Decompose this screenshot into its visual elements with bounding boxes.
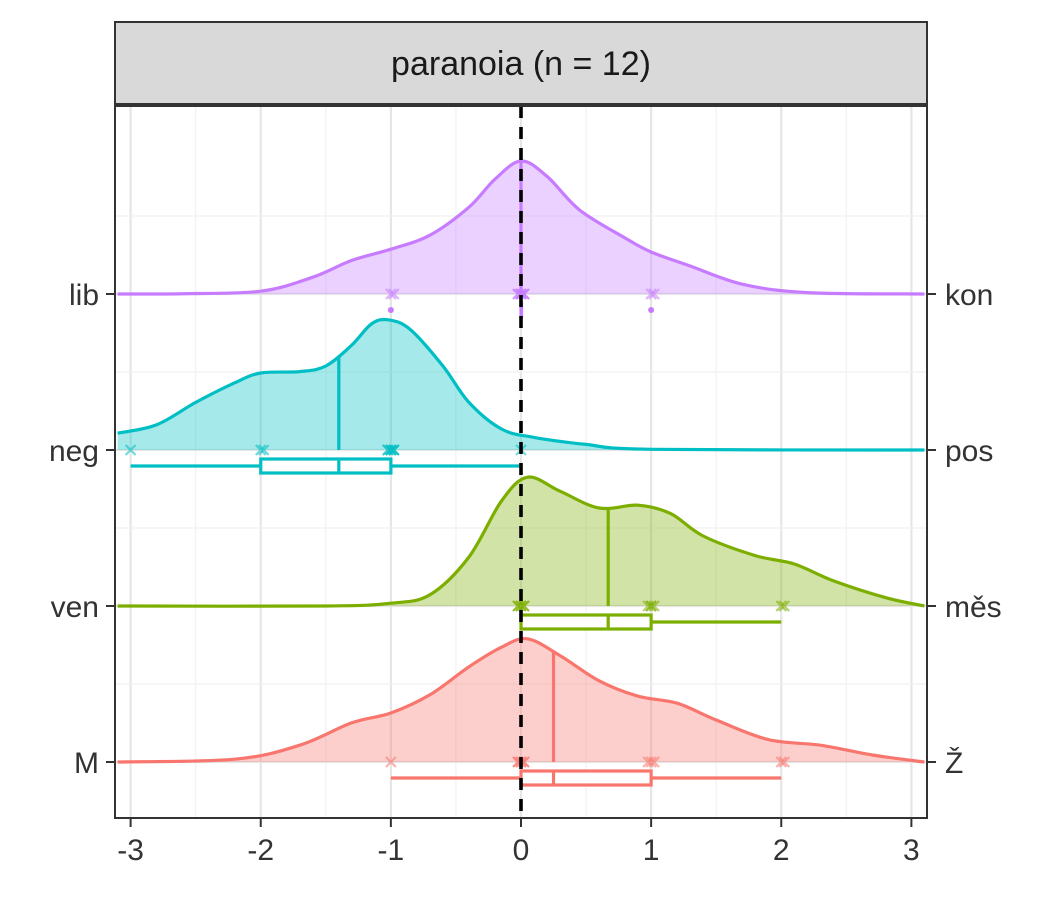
density-curve xyxy=(117,317,925,452)
density-area xyxy=(117,477,925,607)
data-point-marker xyxy=(645,600,657,612)
data-point-stroke xyxy=(515,288,527,300)
data-point-marker xyxy=(385,288,397,300)
data-point-stroke xyxy=(775,600,788,612)
density-curve xyxy=(117,475,925,608)
data-point-stroke xyxy=(775,756,788,768)
data-point-marker xyxy=(645,288,657,300)
data-point-marker xyxy=(512,600,524,612)
axis-layer: -3 -2 -1 0 1 2 3 lib kon neg pos ven měs M Ž xyxy=(49,279,1002,867)
data-point-stroke xyxy=(124,444,137,456)
x-tick-label: 1 xyxy=(643,834,660,867)
data-point-marker xyxy=(642,756,654,768)
boxplot xyxy=(130,457,521,475)
data-point-marker xyxy=(642,600,654,612)
box-iqr xyxy=(519,613,653,631)
y-tick-label-left: ven xyxy=(51,591,99,624)
outlier-point xyxy=(387,307,394,313)
data-point-marker xyxy=(775,600,788,612)
y-tick-label-right: kon xyxy=(945,279,993,312)
data-point-stroke xyxy=(642,600,654,612)
y-tick-label-left: M xyxy=(74,747,99,780)
data-point-marker xyxy=(388,444,400,456)
x-tick-label: 2 xyxy=(773,834,790,867)
data-point-stroke xyxy=(515,600,527,612)
data-point-marker xyxy=(645,756,657,768)
data-point-stroke xyxy=(388,444,400,456)
series-row-lib xyxy=(117,159,925,319)
data-point-marker xyxy=(778,600,791,612)
boxplot xyxy=(519,613,782,631)
data-point-marker xyxy=(385,444,397,456)
x-tick-label: -1 xyxy=(378,834,405,867)
data-point-stroke xyxy=(778,756,791,768)
data-point-stroke xyxy=(645,600,657,612)
data-point-stroke xyxy=(642,756,654,768)
x-tick-label: -3 xyxy=(117,834,144,867)
data-point-marker xyxy=(648,288,660,300)
box-iqr xyxy=(259,457,393,475)
y-tick-label-right: Ž xyxy=(945,747,963,780)
data-point-stroke xyxy=(385,288,397,300)
outlier-point xyxy=(648,307,655,313)
x-tick-label: 0 xyxy=(513,834,530,867)
data-point-stroke xyxy=(254,444,267,456)
y-tick-label-right: měs xyxy=(945,591,1002,624)
data-point-marker xyxy=(124,444,137,456)
y-tick-label-left: lib xyxy=(69,279,99,312)
data-point-marker xyxy=(257,444,270,456)
data-point-stroke xyxy=(645,288,657,300)
data-point-marker xyxy=(515,600,527,612)
facet-title: paranoia (n = 12) xyxy=(391,45,651,83)
x-tick-label: -2 xyxy=(247,834,274,867)
series-row-ven xyxy=(117,475,925,631)
data-point-marker xyxy=(775,756,788,768)
density-curve xyxy=(117,636,925,764)
y-tick-label-right: pos xyxy=(945,435,993,468)
data-point-stroke xyxy=(645,756,657,768)
data-point-stroke xyxy=(385,756,397,768)
box-iqr xyxy=(519,769,653,787)
y-tick-label-left: neg xyxy=(49,435,99,468)
data-point-stroke xyxy=(257,444,270,456)
boxplot xyxy=(390,769,782,787)
data-point-marker xyxy=(515,288,527,300)
data-point-stroke xyxy=(388,288,400,300)
density-curve xyxy=(117,159,925,296)
facet-strip-background xyxy=(114,21,928,105)
data-point-stroke xyxy=(778,600,791,612)
data-point-marker xyxy=(388,288,400,300)
x-tick-label: 3 xyxy=(903,834,920,867)
density-area xyxy=(117,319,925,450)
facet-strip: paranoia (n = 12) xyxy=(114,21,928,105)
data-point-stroke xyxy=(648,288,660,300)
series-row-neg xyxy=(117,317,925,475)
data-point-stroke xyxy=(512,600,524,612)
data-point-marker xyxy=(254,444,267,456)
data-point-marker xyxy=(385,756,397,768)
data-point-stroke xyxy=(385,444,397,456)
data-point-marker xyxy=(778,756,791,768)
